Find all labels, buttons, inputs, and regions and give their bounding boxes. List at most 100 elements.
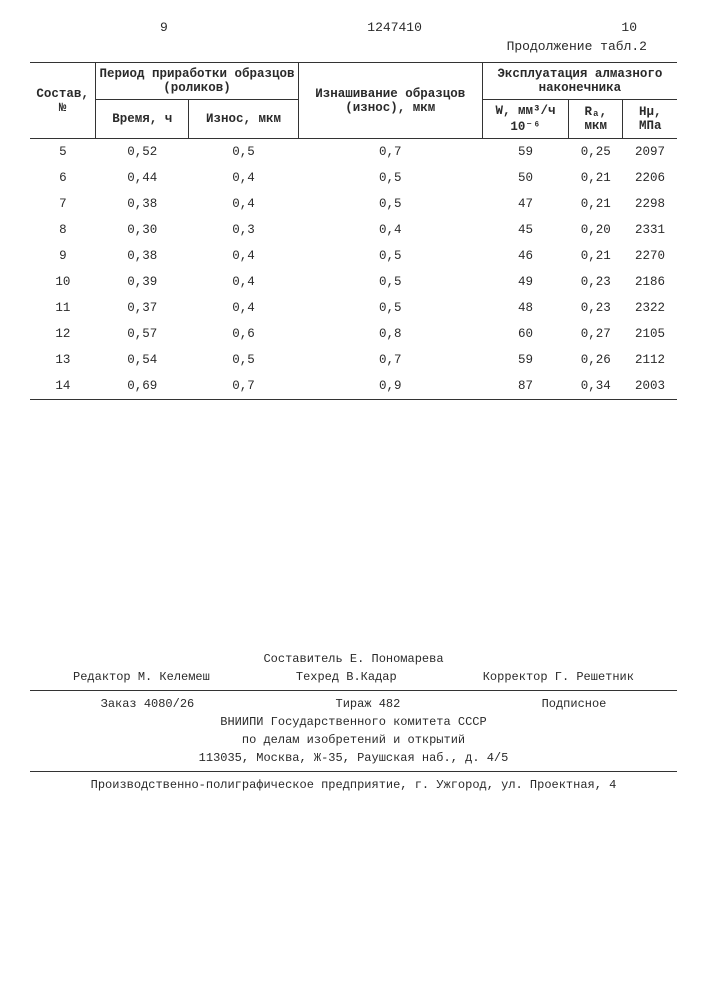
cell-h: 2186	[623, 269, 677, 295]
cell-iz: 0,6	[189, 321, 299, 347]
cell-wear: 0,7	[298, 139, 482, 166]
cell-t: 0,30	[96, 217, 189, 243]
cell-ra: 0,34	[569, 373, 623, 400]
cell-iz: 0,4	[189, 243, 299, 269]
table-continuation-label: Продолжение табл.2	[30, 39, 677, 54]
cell-h: 2112	[623, 347, 677, 373]
cell-w: 45	[482, 217, 568, 243]
cell-wear: 0,5	[298, 295, 482, 321]
cell-n: 13	[30, 347, 96, 373]
cell-ra: 0,20	[569, 217, 623, 243]
cell-wear: 0,7	[298, 347, 482, 373]
footer-block: Составитель Е. Пономарева Редактор М. Ке…	[30, 650, 677, 794]
cell-iz: 0,4	[189, 191, 299, 217]
table-row: 90,380,40,5460,212270	[30, 243, 677, 269]
data-table: Состав, № Период приработки образцов (ро…	[30, 62, 677, 400]
subcol-hmu: Hμ, МПа	[623, 100, 677, 139]
right-page-number: 10	[621, 20, 637, 35]
subcol-iznos: Износ, мкм	[189, 100, 299, 139]
cell-n: 11	[30, 295, 96, 321]
table-row: 80,300,30,4450,202331	[30, 217, 677, 243]
cell-n: 5	[30, 139, 96, 166]
cell-h: 2097	[623, 139, 677, 166]
cell-h: 2105	[623, 321, 677, 347]
cell-wear: 0,8	[298, 321, 482, 347]
cell-w: 46	[482, 243, 568, 269]
tirazh: Тираж 482	[336, 695, 401, 713]
cell-h: 2003	[623, 373, 677, 400]
col-iznash: Изнашивание образцов (износ), мкм	[298, 63, 482, 139]
document-number: 1247410	[367, 20, 422, 35]
cell-h: 2322	[623, 295, 677, 321]
cell-n: 8	[30, 217, 96, 243]
corrector-credit: Корректор Г. Решетник	[483, 668, 634, 686]
cell-w: 47	[482, 191, 568, 217]
cell-t: 0,54	[96, 347, 189, 373]
table-row: 130,540,50,7590,262112	[30, 347, 677, 373]
cell-n: 14	[30, 373, 96, 400]
cell-w: 87	[482, 373, 568, 400]
cell-h: 2298	[623, 191, 677, 217]
cell-t: 0,52	[96, 139, 189, 166]
col-sostav: Состав, №	[30, 63, 96, 139]
cell-w: 48	[482, 295, 568, 321]
col-ekspl: Эксплуатация алмазного наконечника	[482, 63, 677, 100]
cell-ra: 0,26	[569, 347, 623, 373]
editor-credit: Редактор М. Келемеш	[73, 668, 210, 686]
subcol-ra: Rₐ, мкм	[569, 100, 623, 139]
cell-n: 9	[30, 243, 96, 269]
cell-n: 6	[30, 165, 96, 191]
cell-ra: 0,21	[569, 243, 623, 269]
addr-line: 113035, Москва, Ж-35, Раушская наб., д. …	[30, 749, 677, 767]
compiler-line: Составитель Е. Пономарева	[30, 650, 677, 668]
cell-h: 2206	[623, 165, 677, 191]
table-row: 100,390,40,5490,232186	[30, 269, 677, 295]
order-number: Заказ 4080/26	[101, 695, 195, 713]
cell-w: 59	[482, 139, 568, 166]
table-body: 50,520,50,7590,25209760,440,40,5500,2122…	[30, 139, 677, 400]
cell-wear: 0,5	[298, 269, 482, 295]
cell-w: 49	[482, 269, 568, 295]
left-page-number: 9	[160, 20, 168, 35]
cell-w: 50	[482, 165, 568, 191]
org-line2: по делам изобретений и открытий	[30, 731, 677, 749]
cell-ra: 0,21	[569, 165, 623, 191]
org-line1: ВНИИПИ Государственного комитета СССР	[30, 713, 677, 731]
table-row: 60,440,40,5500,212206	[30, 165, 677, 191]
cell-t: 0,37	[96, 295, 189, 321]
table-row: 140,690,70,9870,342003	[30, 373, 677, 400]
subcol-vremya: Время, ч	[96, 100, 189, 139]
cell-t: 0,38	[96, 191, 189, 217]
cell-w: 59	[482, 347, 568, 373]
cell-iz: 0,5	[189, 347, 299, 373]
cell-wear: 0,5	[298, 191, 482, 217]
cell-wear: 0,4	[298, 217, 482, 243]
cell-ra: 0,21	[569, 191, 623, 217]
table-row: 120,570,60,8600,272105	[30, 321, 677, 347]
cell-t: 0,69	[96, 373, 189, 400]
cell-iz: 0,4	[189, 269, 299, 295]
col-period: Период приработки образцов (роликов)	[96, 63, 298, 100]
cell-h: 2331	[623, 217, 677, 243]
table-row: 70,380,40,5470,212298	[30, 191, 677, 217]
cell-t: 0,57	[96, 321, 189, 347]
cell-iz: 0,4	[189, 165, 299, 191]
cell-iz: 0,4	[189, 295, 299, 321]
cell-iz: 0,5	[189, 139, 299, 166]
cell-w: 60	[482, 321, 568, 347]
table-row: 50,520,50,7590,252097	[30, 139, 677, 166]
cell-iz: 0,7	[189, 373, 299, 400]
cell-t: 0,44	[96, 165, 189, 191]
cell-n: 12	[30, 321, 96, 347]
cell-ra: 0,27	[569, 321, 623, 347]
subcol-w: W, мм³/ч 10⁻⁶	[482, 100, 568, 139]
cell-ra: 0,25	[569, 139, 623, 166]
cell-iz: 0,3	[189, 217, 299, 243]
cell-wear: 0,9	[298, 373, 482, 400]
cell-t: 0,38	[96, 243, 189, 269]
cell-ra: 0,23	[569, 269, 623, 295]
cell-ra: 0,23	[569, 295, 623, 321]
cell-wear: 0,5	[298, 165, 482, 191]
podpisnoe: Подписное	[542, 695, 607, 713]
table-row: 110,370,40,5480,232322	[30, 295, 677, 321]
